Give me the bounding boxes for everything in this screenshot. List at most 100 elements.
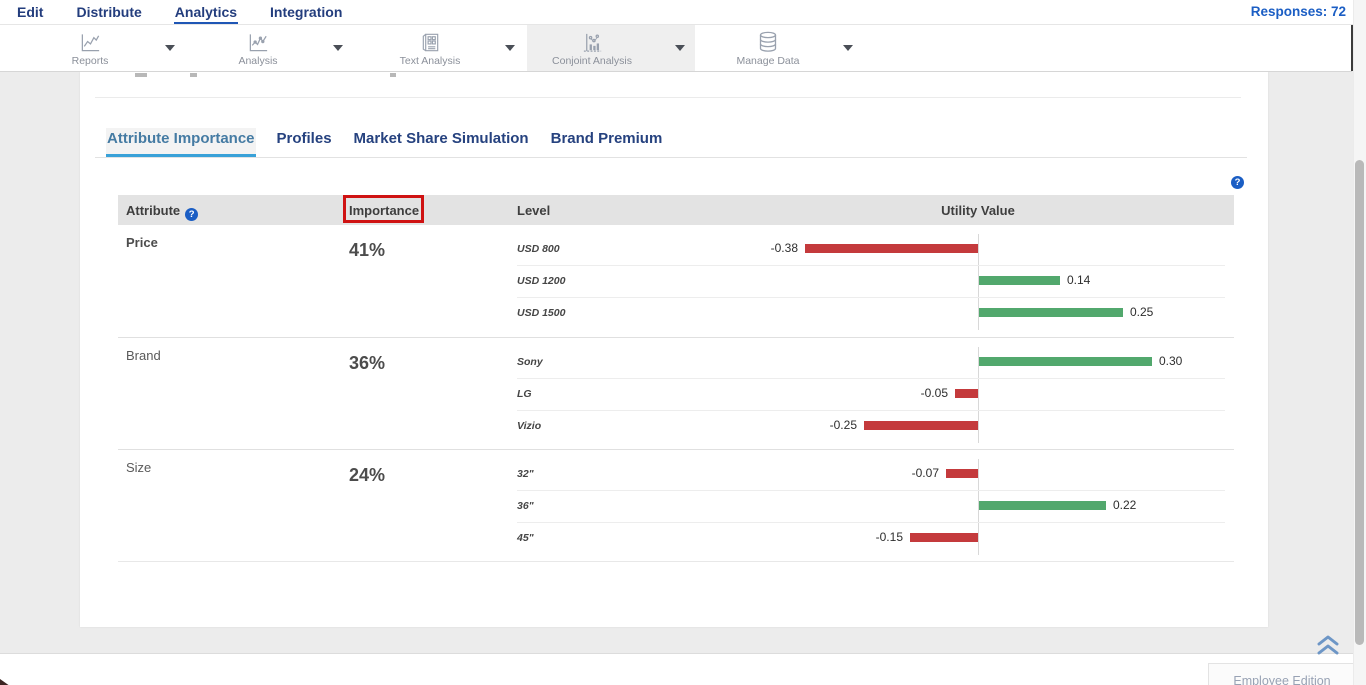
help-icon[interactable]: ? [1231, 176, 1244, 189]
caret-down-icon[interactable] [333, 45, 343, 51]
level-name: USD 1200 [517, 275, 566, 287]
database-icon [756, 30, 780, 54]
level-row-usd-1200: USD 1200 0.14 [517, 266, 1225, 298]
divider [95, 157, 1247, 158]
level-name: 32" [517, 468, 534, 480]
level-row-usd-800: USD 800 -0.38 [517, 234, 1225, 266]
tab-brand-premium[interactable]: Brand Premium [550, 130, 663, 147]
level-row-sony: Sony 0.30 [517, 347, 1225, 379]
attribute-name: Size [126, 460, 152, 475]
nav-item-integration[interactable]: Integration [270, 3, 343, 20]
nav-item-analytics[interactable]: Analytics [173, 1, 239, 24]
utility-value-label: 0.14 [1067, 273, 1091, 287]
conjoint-tabs: Attribute Importance Profiles Market Share… [106, 128, 683, 157]
toolbar-button-text-analysis[interactable]: Text Analysis [365, 25, 495, 71]
level-row-45: 45" -0.15 [517, 523, 1225, 555]
level-name: 36" [517, 500, 534, 512]
attribute-column-header: Attribute? [126, 203, 199, 221]
utility-chart: 32" -0.07 36" 0.22 45" -0.15 [517, 459, 1225, 556]
attribute-name: Brand [126, 348, 161, 363]
importance-value: 24% [349, 465, 386, 485]
tab-profiles[interactable]: Profiles [276, 130, 332, 147]
toolbar-group-conjoint-analysis: Conjoint Analysis [527, 25, 695, 71]
toolbar-button-label: Conjoint Analysis [552, 54, 632, 67]
caret-down-icon[interactable] [843, 45, 853, 51]
toolbar-group-reports: Reports [25, 25, 185, 71]
utility-value-label: -0.07 [911, 466, 939, 480]
responses-count[interactable]: Responses: 72 [1250, 4, 1346, 19]
toolbar-group-manage-data: Manage Data [703, 25, 863, 71]
importance-header-highlight [343, 195, 424, 223]
scrollbar-thumb[interactable] [1355, 160, 1364, 645]
level-row-32: 32" -0.07 [517, 459, 1225, 491]
attribute-row-size: Size 24% 32" -0.07 36" 0.22 45" -0.15 [118, 449, 1234, 561]
level-name: USD 1500 [517, 307, 566, 319]
line-chart-icon [79, 30, 102, 54]
caret-down-icon[interactable] [675, 45, 685, 51]
utility-bar [979, 357, 1152, 366]
utility-value-label: -0.25 [829, 418, 857, 432]
caret-down-icon[interactable] [165, 45, 175, 51]
utility-value-label: -0.05 [920, 386, 948, 400]
utility-value-column-header: Utility Value [941, 203, 1015, 218]
edition-label: Employee Edition [1233, 674, 1331, 685]
level-row-usd-1500: USD 1500 0.25 [517, 298, 1225, 330]
utility-chart: USD 800 -0.38 USD 1200 0.14 USD 1500 0.25 [517, 234, 1225, 331]
tab-attribute-importance[interactable]: Attribute Importance [106, 128, 256, 157]
utility-bar [864, 421, 978, 430]
utility-bar [946, 469, 978, 478]
footer-bar [0, 653, 1366, 685]
toolbar-end-divider [1351, 25, 1353, 71]
attribute-groups: Price 41% USD 800 -0.38 USD 1200 0.14 USD 1500… [118, 225, 1234, 562]
toolbar-group-text-analysis: Text Analysis [365, 25, 525, 71]
conjoint-analysis-panel: Attribute Importance Profiles Market Share… [80, 72, 1268, 627]
importance-value: 36% [349, 353, 386, 373]
utility-value-label: 0.22 [1113, 498, 1137, 512]
level-name: 45" [517, 532, 534, 544]
top-navigation: Edit Distribute Analytics Integration Respo… [0, 0, 1366, 25]
importance-value: 41% [349, 240, 386, 260]
clipped-title-artifact [190, 73, 197, 77]
toolbar-button-label: Text Analysis [399, 54, 461, 67]
zero-axis-line [978, 347, 979, 443]
edition-badge: Employee Edition [1208, 663, 1356, 685]
nav-item-edit[interactable]: Edit [17, 3, 44, 20]
divider [95, 97, 1241, 98]
utility-bar [979, 308, 1123, 317]
zero-axis-line [978, 459, 979, 555]
nav-item-distribute[interactable]: Distribute [76, 3, 142, 20]
toolbar-button-label: Reports [71, 54, 109, 67]
toolbar-button-conjoint-analysis[interactable]: Conjoint Analysis [527, 25, 657, 71]
attribute-name: Price [126, 235, 158, 250]
toolbar-button-label: Analysis [238, 54, 278, 67]
utility-bar [805, 244, 978, 253]
scroll-to-top-icon[interactable] [1314, 634, 1342, 656]
level-name: USD 800 [517, 243, 560, 255]
toolbar-button-analysis[interactable]: Analysis [193, 25, 323, 71]
tab-market-share-simulation[interactable]: Market Share Simulation [353, 130, 529, 147]
topnav-items: Edit Distribute Analytics Integration [16, 1, 374, 24]
question-mark-icon[interactable]: ? [185, 208, 199, 221]
utility-value-label: 0.25 [1130, 305, 1154, 319]
utility-bar [910, 533, 978, 542]
level-row-vizio: Vizio -0.25 [517, 411, 1225, 443]
analytics-toolbar: Reports Analysis Text Analysis Conjoint Ana… [0, 25, 1352, 72]
level-row-lg: LG -0.05 [517, 379, 1225, 411]
utility-value-label: -0.38 [770, 241, 798, 255]
level-name: Vizio [517, 420, 542, 432]
utility-bar [979, 276, 1060, 285]
scatter-bar-chart-icon [581, 30, 604, 54]
attribute-row-price: Price 41% USD 800 -0.38 USD 1200 0.14 USD 1500… [118, 225, 1234, 337]
toolbar-button-manage-data[interactable]: Manage Data [703, 25, 833, 71]
table-header-row: Attribute? Importance Level Utility Valu… [118, 195, 1234, 225]
level-column-header: Level [517, 203, 551, 218]
scatter-line-chart-icon [247, 30, 270, 54]
utility-bar [979, 501, 1106, 510]
utility-value-label: -0.15 [875, 530, 903, 544]
clipped-title-artifact [135, 73, 147, 77]
toolbar-button-reports[interactable]: Reports [25, 25, 155, 71]
level-name: LG [517, 388, 532, 400]
caret-down-icon[interactable] [505, 45, 515, 51]
zero-axis-line [978, 234, 979, 330]
cursor-artifact [0, 679, 9, 685]
